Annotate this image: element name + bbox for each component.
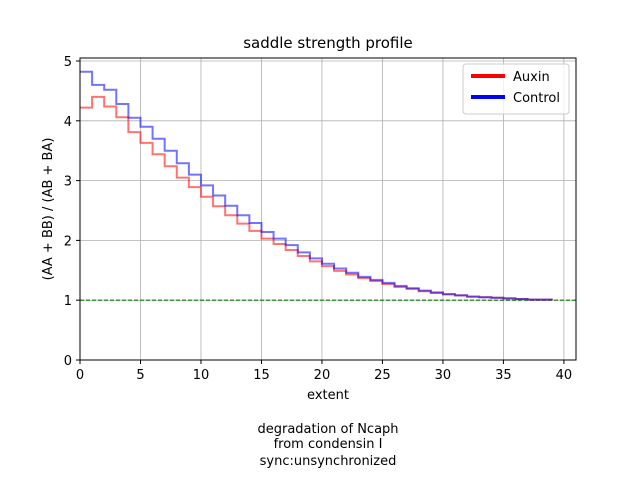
y-axis: 0 1 2 3 4 5 (64, 55, 80, 369)
series-line-control (80, 70, 553, 301)
caption-line-2: from condensin I (274, 437, 383, 452)
legend-label-control: Control (513, 91, 560, 106)
x-tick-label: 30 (435, 368, 452, 383)
y-tick-label: 1 (64, 294, 72, 309)
series-group (80, 70, 553, 301)
y-axis-label: (AA + BB) / (AB + BA) (41, 138, 56, 281)
y-tick-label: 3 (64, 175, 72, 190)
y-tick-label: 2 (64, 234, 72, 249)
x-tick-label: 0 (76, 368, 84, 383)
x-axis: 0 5 10 15 20 25 30 35 40 (76, 360, 572, 383)
plot-area-frame (79, 57, 577, 361)
legend: Auxin Control (462, 63, 570, 115)
legend-label-auxin: Auxin (513, 70, 550, 85)
x-tick-label: 35 (495, 368, 512, 383)
x-tick-label: 5 (136, 368, 144, 383)
x-tick-label: 20 (314, 368, 331, 383)
chart-title: saddle strength profile (243, 34, 413, 52)
y-tick-label: 4 (64, 115, 72, 130)
caption-line-3: sync:unsynchronized (260, 454, 397, 469)
caption: degradation of Ncaph from condensin I sy… (257, 422, 398, 469)
x-tick-label: 40 (556, 368, 573, 383)
x-tick-label: 15 (253, 368, 270, 383)
y-tick-label: 5 (64, 55, 72, 70)
caption-line-1: degradation of Ncaph (257, 422, 398, 437)
x-tick-label: 10 (193, 368, 210, 383)
x-axis-label: extent (307, 388, 349, 403)
y-tick-label: 0 (64, 354, 72, 369)
x-tick-label: 25 (374, 368, 391, 383)
